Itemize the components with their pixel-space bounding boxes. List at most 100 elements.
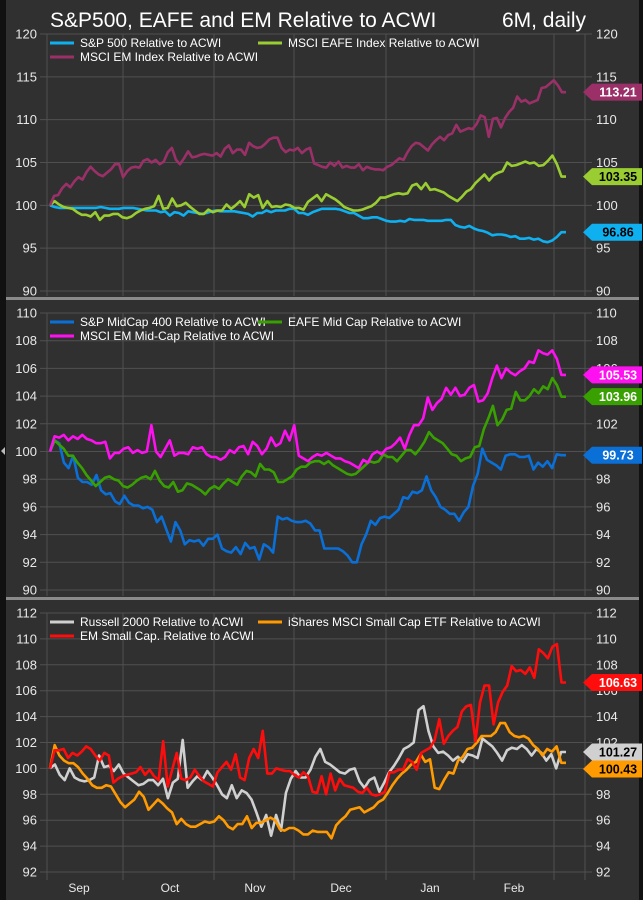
legend-label: EAFE Mid Cap Relative to ACWI [288, 315, 461, 329]
y-tick-label-right: 112 [596, 606, 617, 621]
y-tick-label-right: 95 [596, 241, 610, 256]
series-line-3-1 [49, 704, 566, 838]
y-tick-label-left: 98 [23, 787, 37, 802]
last-value-label: 99.73 [602, 449, 633, 463]
y-tick-label-left: 96 [23, 813, 37, 828]
y-tick-label-left: 94 [23, 527, 37, 542]
y-tick-label-right: 98 [596, 472, 610, 487]
legend-label: MSCI EM Mid-Cap Relative to ACWI [80, 329, 274, 343]
y-tick-label-left: 108 [15, 657, 37, 672]
y-tick-label-left: 115 [16, 69, 37, 84]
chart-panel-1: 90 90 95 95 100 100 105 105 110 110 115 115 120 120 11… [6, 27, 642, 300]
y-tick-label-left: 112 [16, 606, 37, 621]
last-value-label: 113.21 [599, 86, 637, 100]
y-tick-label-left: 100 [15, 198, 37, 213]
collapse-handle-icon [1, 447, 5, 455]
last-value-label: 100.43 [599, 762, 637, 776]
y-tick-label-left: 120 [15, 27, 37, 42]
y-tick-label-left: 110 [16, 306, 37, 321]
last-value-label: 106.63 [599, 676, 637, 690]
series-line-1-1 [49, 204, 566, 244]
series-line-3-2 [48, 721, 566, 840]
last-value-badge [583, 388, 642, 406]
legend-label: MSCI EAFE Index Relative to ACWI [288, 36, 479, 50]
last-value-badge [583, 83, 642, 101]
series-line-1-3 [48, 79, 566, 206]
y-tick-label-left: 90 [23, 284, 37, 299]
y-tick-label-left: 94 [23, 839, 37, 854]
panel-separator [6, 597, 639, 600]
x-tick-label: Sep [68, 881, 90, 895]
last-value-badge [583, 743, 642, 761]
y-tick-label-left: 110 [16, 112, 37, 127]
series-line-2-3 [48, 349, 566, 470]
y-tick-label-left: 105 [15, 155, 37, 170]
y-tick-label-right: 92 [596, 555, 610, 570]
y-tick-label-left: 110 [16, 631, 37, 646]
y-tick-label-left: 90 [23, 583, 37, 598]
legend-label: Russell 2000 Relative to ACWI [80, 615, 243, 629]
y-tick-label-right: 120 [596, 27, 618, 42]
last-value-label: 96.86 [602, 226, 633, 240]
last-value-label: 103.96 [599, 390, 637, 404]
y-tick-label-right: 104 [596, 709, 618, 724]
y-tick-label-left: 96 [23, 499, 37, 514]
y-tick-label-right: 90 [596, 583, 610, 598]
y-tick-label-left: 100 [15, 761, 37, 776]
x-tick-label: Oct [161, 881, 180, 895]
y-tick-label-right: 115 [596, 69, 617, 84]
series-line-3-3 [48, 642, 566, 797]
chart-period: 6M, daily [502, 9, 587, 32]
x-tick-label: Nov [244, 881, 265, 895]
y-tick-label-left: 100 [15, 444, 37, 459]
y-tick-label-right: 90 [596, 284, 610, 299]
last-value-badge [583, 366, 642, 384]
y-tick-label-right: 92 [596, 865, 610, 880]
x-tick-label: Feb [504, 881, 525, 895]
legend-label: EM Small Cap. Relative to ACWI [80, 629, 254, 643]
y-tick-label-right: 94 [596, 839, 610, 854]
y-tick-label-right: 110 [596, 306, 617, 321]
last-value-label: 105.53 [599, 368, 637, 382]
legend-label: iShares MSCI Small Cap ETF Relative to A… [288, 615, 541, 629]
series-line-1-2 [49, 154, 566, 222]
y-tick-label-right: 110 [596, 112, 617, 127]
y-tick-label-right: 96 [596, 813, 610, 828]
last-value-badge [583, 223, 642, 241]
y-tick-label-right: 94 [596, 527, 610, 542]
last-value-badge [583, 760, 642, 778]
y-tick-label-right: 108 [596, 657, 618, 672]
legend-label: S&P 500 Relative to ACWI [80, 36, 221, 50]
series-line-2-1 [48, 439, 566, 564]
y-tick-label-right: 98 [596, 787, 610, 802]
y-tick-label-left: 102 [15, 416, 37, 431]
last-value-badge [583, 168, 642, 186]
y-tick-label-left: 106 [15, 683, 37, 698]
last-value-badge [583, 446, 642, 464]
x-tick-label: Jan [420, 881, 439, 895]
panel-separator [6, 297, 639, 300]
y-tick-label-left: 102 [15, 735, 37, 750]
series-line-2-2 [48, 376, 566, 496]
chart-panel-2: 9090929294949696989810010010210210410410… [6, 306, 642, 600]
legend-label: MSCI EM Index Relative to ACWI [80, 50, 258, 64]
y-tick-label-left: 106 [15, 361, 37, 376]
y-tick-label-left: 98 [23, 472, 37, 487]
chart-title: S&P500, EAFE and EM Relative to ACWI [50, 9, 436, 32]
legend-label: S&P MidCap 400 Relative to ACWI [80, 315, 266, 329]
y-tick-label-right: 108 [596, 333, 618, 348]
y-tick-label-left: 104 [15, 709, 37, 724]
y-tick-label-left: 92 [23, 865, 37, 880]
y-tick-label-left: 95 [23, 241, 37, 256]
y-tick-label-right: 96 [596, 499, 610, 514]
y-tick-label-right: 110 [596, 631, 617, 646]
y-tick-label-left: 108 [15, 333, 37, 348]
last-value-badge [583, 674, 642, 692]
y-tick-label-left: 104 [15, 389, 37, 404]
x-tick-label: Dec [330, 881, 351, 895]
chart-panel-3: 9292949496969898100100102102104104106106… [15, 606, 642, 895]
last-value-label: 101.27 [599, 745, 637, 759]
y-tick-label-right: 105 [596, 155, 618, 170]
y-tick-label-right: 102 [596, 416, 618, 431]
